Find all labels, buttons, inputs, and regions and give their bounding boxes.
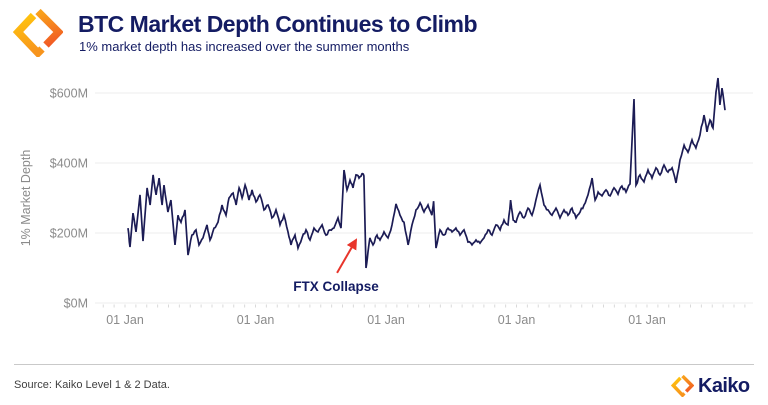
series-layer [127,77,726,269]
axis-tick-layer: $0M $200M $400M $600M 01 Jan 01 Jan 01 Jan 01 J… [50,87,746,327]
x-tick-label: 01 Jan [628,313,666,327]
x-tick-label: 01 Jan [106,313,144,327]
kaiko-logo-icon-small [671,374,694,397]
x-tick-label: 01 Jan [237,313,275,327]
y-axis-title: 1% Market Depth [19,150,33,247]
ftx-collapse-label: FTX Collapse [293,279,379,294]
ftx-annotation: FTX Collapse [293,238,379,294]
kaiko-wordmark: Kaiko [698,375,750,397]
page-title: BTC Market Depth Continues to Climb [78,11,478,37]
x-tick-label: 01 Jan [367,313,405,327]
grid-layer [95,92,753,304]
y-tick-label: $400M [50,157,88,171]
y-tick-label: $600M [50,87,88,101]
depth-line [127,77,726,269]
source-text: Source: Kaiko Level 1 & 2 Data. [14,379,170,391]
footer-divider [14,364,754,365]
y-tick-label: $0M [64,297,88,311]
x-tick-label: 01 Jan [498,313,536,327]
ftx-arrow [336,238,358,274]
y-tick-label: $200M [50,227,88,241]
market-depth-chart: $0M $200M $400M $600M 01 Jan 01 Jan 01 Jan 01 J… [19,77,753,327]
page-subtitle: 1% market depth has increased over the s… [79,39,410,54]
